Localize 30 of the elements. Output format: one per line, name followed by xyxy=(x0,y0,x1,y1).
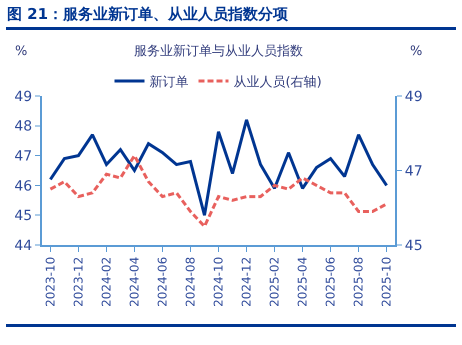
legend-label: 新订单 xyxy=(150,75,188,90)
y-tick-label: 44 xyxy=(14,238,32,254)
x-tick-label: 2023-10 xyxy=(43,256,58,307)
chart-title: 图 21：服务业新订单、从业人员指数分项 xyxy=(6,5,290,24)
y-axis-title: % xyxy=(15,44,28,59)
y-tick-label: 45 xyxy=(14,208,32,224)
x-tick-label: 2025-04 xyxy=(295,256,310,307)
y-tick-label: 46 xyxy=(14,178,32,194)
y-tick-label: 49 xyxy=(14,88,32,105)
x-tick-label: 2024-12 xyxy=(239,256,254,307)
y2-tick-label: 49 xyxy=(404,88,423,105)
x-tick-label: 2024-02 xyxy=(99,256,114,307)
x-tick-label: 2025-06 xyxy=(323,256,338,307)
line-series xyxy=(48,154,388,228)
y2-tick-label: 45 xyxy=(404,238,423,254)
x-tick-label: 2025-08 xyxy=(351,256,366,307)
x-tick-label: 2024-10 xyxy=(211,256,226,307)
x-tick-label: 2024-06 xyxy=(155,256,170,307)
y-tick-label: 48 xyxy=(14,118,32,135)
x-tick-label: 2024-04 xyxy=(127,256,142,307)
x-tick-label: 2023-12 xyxy=(71,256,86,307)
y2-axis-title: % xyxy=(410,44,422,59)
legend-label: 从业人员(右轴) xyxy=(234,75,322,90)
chart-subtitle: 服务业新订单与从业人员指数 xyxy=(134,44,303,59)
x-tick-label: 2025-10 xyxy=(380,256,394,307)
y2-tick-label: 47 xyxy=(404,163,423,180)
line-series xyxy=(48,118,388,217)
x-tick-label: 2025-02 xyxy=(267,256,282,307)
y-tick-label: 47 xyxy=(14,148,32,164)
x-tick-label: 2024-08 xyxy=(183,256,198,307)
